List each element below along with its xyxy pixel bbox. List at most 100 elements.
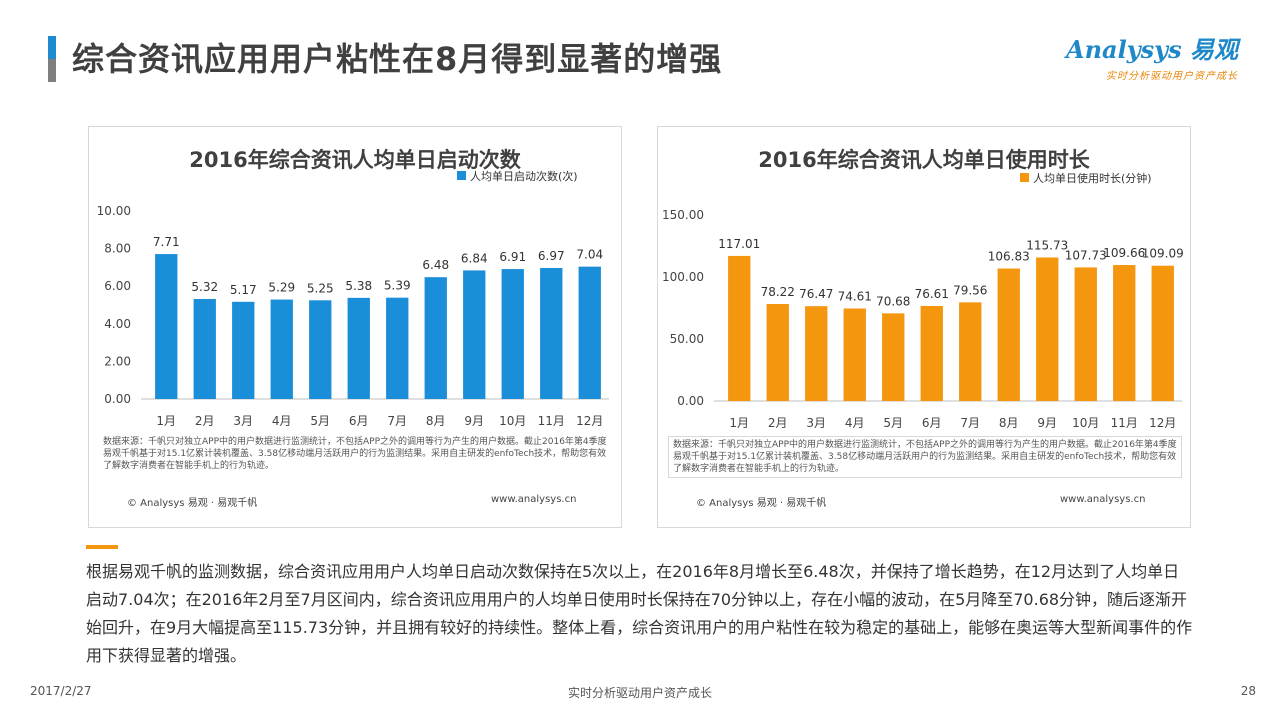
logo-text: Analysys 易观	[1065, 35, 1238, 64]
bar-value-label: 70.68	[876, 294, 910, 308]
bar	[728, 255, 751, 401]
bar	[578, 266, 601, 399]
summary-accent-line	[86, 545, 118, 549]
bar-value-label: 76.47	[799, 287, 833, 301]
chart-source-note: 数据来源：千帆只对独立APP中的用户数据进行监测统计，不包括APP之外的调用等行…	[103, 437, 607, 471]
bar	[463, 270, 486, 399]
x-tick-label: 8月	[426, 414, 446, 428]
x-tick-label: 8月	[999, 416, 1019, 430]
bar	[766, 304, 789, 401]
x-tick-label: 12月	[1149, 416, 1176, 430]
x-tick-label: 9月	[464, 414, 484, 428]
y-tick-label: 150.00	[662, 208, 704, 222]
bar-value-label: 7.71	[153, 235, 180, 249]
x-tick-label: 4月	[845, 416, 865, 430]
bar-value-label: 6.48	[422, 258, 449, 272]
bar	[882, 313, 905, 401]
bar	[1074, 267, 1097, 401]
bar	[232, 301, 255, 399]
x-tick-label: 5月	[310, 414, 330, 428]
x-tick-label: 12月	[576, 414, 603, 428]
chart-source-note: 数据来源：千帆只对独立APP中的用户数据进行监测统计，不包括APP之外的调用等行…	[668, 436, 1182, 478]
bar	[424, 277, 447, 399]
x-tick-label: 3月	[233, 414, 253, 428]
bar-value-label: 6.97	[538, 249, 565, 263]
title-accent-gray	[48, 59, 56, 82]
page-title: 综合资讯应用用户粘性在8月得到显著的增强	[72, 40, 723, 78]
legend-swatch	[457, 171, 466, 180]
legend-label: 人均单日使用时长(分钟)	[1033, 171, 1152, 185]
logo-slogan: 实时分析驱动用户资产成长	[1106, 71, 1238, 82]
bar	[843, 308, 866, 401]
bar-value-label: 6.84	[461, 251, 488, 265]
chart-website: www.analysys.cn	[1060, 494, 1146, 505]
bar-value-label: 5.38	[345, 279, 372, 293]
bar-value-label: 6.91	[499, 250, 526, 264]
x-tick-label: 5月	[883, 416, 903, 430]
bar-value-label: 7.04	[576, 248, 603, 262]
x-tick-label: 10月	[1072, 416, 1099, 430]
bar-value-label: 5.39	[384, 279, 411, 293]
bar	[1151, 265, 1174, 401]
bar-value-label: 78.22	[761, 285, 795, 299]
bar-value-label: 5.17	[230, 283, 257, 297]
chart-panel-duration: 2016年综合资讯人均单日使用时长 人均单日使用时长(分钟) 0.00 50.00 10…	[657, 126, 1191, 528]
chart-website: www.analysys.cn	[491, 494, 577, 505]
x-tick-label: 10月	[499, 414, 526, 428]
bar-value-label: 109.09	[1142, 247, 1184, 261]
bar	[920, 306, 943, 401]
y-tick-label: 8.00	[104, 242, 131, 256]
x-tick-label: 4月	[272, 414, 292, 428]
chart-title: 2016年综合资讯人均单日使用时长	[758, 148, 1090, 172]
bar-value-label: 79.56	[953, 283, 987, 297]
x-tick-label: 6月	[349, 414, 369, 428]
bar	[1113, 265, 1136, 401]
y-tick-label: 0.00	[677, 394, 704, 408]
bar-value-label: 5.32	[191, 280, 218, 294]
bar	[805, 306, 828, 401]
x-tick-label: 7月	[960, 416, 980, 430]
summary-text: 根据易观千帆的监测数据，综合资讯应用用户人均单日启动次数保持在5次以上，在201…	[86, 562, 1193, 665]
chart-copyright: © Analysys 易观 · 易观千帆	[127, 498, 258, 509]
bar	[270, 299, 293, 399]
y-tick-label: 10.00	[97, 204, 131, 218]
y-tick-label: 6.00	[104, 279, 131, 293]
title-accent-bar	[48, 36, 56, 82]
x-tick-label: 2月	[195, 414, 215, 428]
bar	[959, 302, 982, 401]
bar	[155, 254, 178, 399]
bar-value-label: 115.73	[1026, 238, 1068, 252]
bar	[347, 297, 370, 399]
chart-title: 2016年综合资讯人均单日启动次数	[189, 148, 521, 172]
chart-panel-launches: 2016年综合资讯人均单日启动次数 人均单日启动次数(次) 0.00 2.00 4.00…	[88, 126, 622, 528]
x-tick-label: 11月	[538, 414, 565, 428]
bar	[997, 268, 1020, 401]
bar	[1036, 257, 1059, 401]
x-tick-label: 6月	[922, 416, 942, 430]
bar-value-label: 5.25	[307, 281, 334, 295]
x-tick-label: 1月	[156, 414, 176, 428]
bar-value-label: 76.61	[915, 287, 949, 301]
bar	[309, 300, 332, 399]
bar-value-label: 117.01	[718, 237, 760, 251]
bar	[386, 297, 409, 399]
x-tick-label: 7月	[387, 414, 407, 428]
bar-value-label: 106.83	[988, 250, 1030, 264]
x-tick-label: 1月	[729, 416, 749, 430]
chart-copyright: © Analysys 易观 · 易观千帆	[696, 498, 827, 509]
footer-page-number: 28	[1240, 684, 1256, 698]
x-tick-label: 3月	[806, 416, 826, 430]
brand-logo: Analysys 易观 实时分析驱动用户资产成长	[1066, 30, 1238, 82]
x-tick-label: 2月	[768, 416, 788, 430]
legend-swatch	[1020, 173, 1029, 182]
legend-label: 人均单日启动次数(次)	[470, 169, 578, 183]
bar-value-label: 5.29	[268, 281, 295, 295]
y-tick-label: 0.00	[104, 392, 131, 406]
x-tick-label: 9月	[1037, 416, 1057, 430]
bar	[501, 269, 524, 399]
y-tick-label: 50.00	[670, 332, 704, 346]
footer-date: 2017/2/27	[30, 684, 92, 698]
bar-value-label: 74.61	[838, 289, 872, 303]
footer-slogan: 实时分析驱动用户资产成长	[567, 686, 712, 700]
